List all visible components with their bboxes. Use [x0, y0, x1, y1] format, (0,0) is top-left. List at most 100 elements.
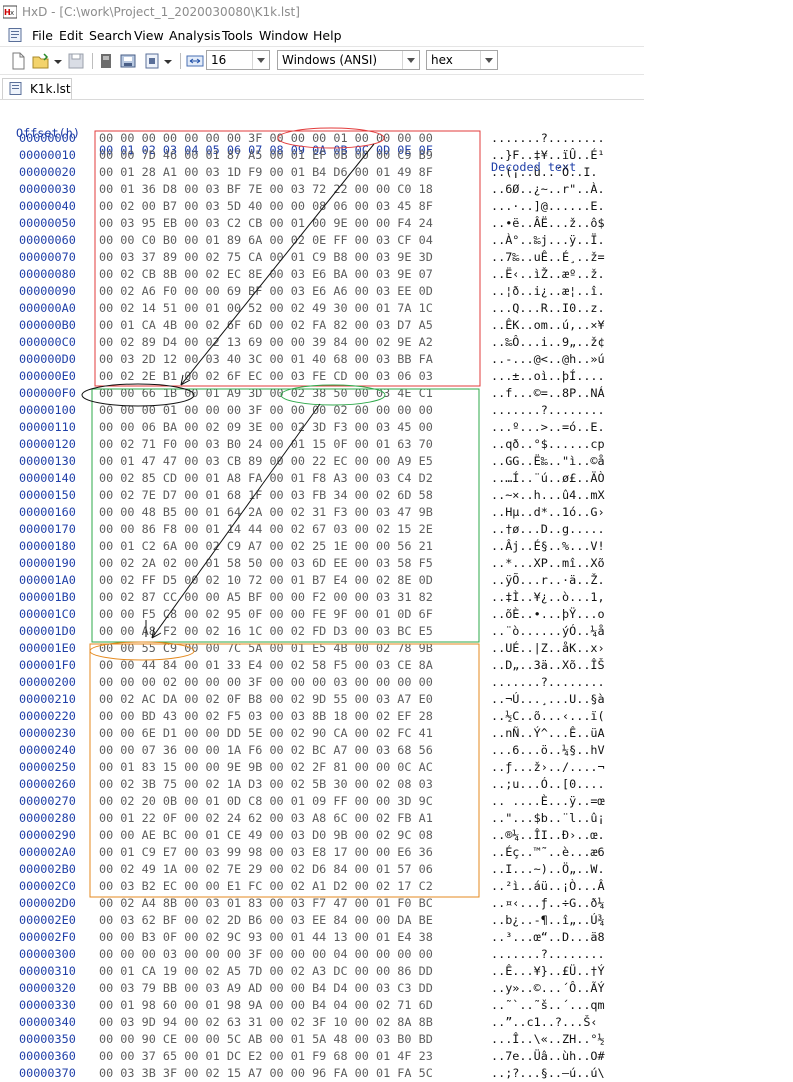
row-decoded-text[interactable]: ..•ë..ÂË...ž..ô$	[491, 216, 605, 230]
row-bytes[interactable]: 00 01 28 A1 00 03 1D F9 00 01 B4 D6 00 0…	[99, 165, 433, 179]
row-bytes[interactable]: 00 01 83 15 00 00 9E 9B 00 02 2F 81 00 0…	[99, 760, 433, 774]
hex-row[interactable]: 00000320 00 03 79 BB 00 03 A9 AD 00 00 B4…	[0, 980, 644, 997]
row-bytes[interactable]: 00 00 00 02 00 00 00 3F 00 00 00 03 00 0…	[99, 675, 433, 689]
hex-row[interactable]: 000000B0 00 01 CA 4B 00 02 6F 6D 00 02 FA…	[0, 317, 644, 334]
row-bytes[interactable]: 00 00 C0 B0 00 01 89 6A 00 02 0E FF 00 0…	[99, 233, 433, 247]
hex-row[interactable]: 00000310 00 01 CA 19 00 02 A5 7D 00 02 A3…	[0, 963, 644, 980]
hex-row[interactable]: 00000140 00 02 85 CD 00 01 A8 FA 00 01 F8…	[0, 470, 644, 487]
memory-dropdown-arrow-icon[interactable]	[162, 52, 174, 70]
row-bytes[interactable]: 00 01 CA 4B 00 02 6F 6D 00 02 FA 82 00 0…	[99, 318, 433, 332]
row-decoded-text[interactable]: ..I...~)..Ö„..W.	[491, 862, 605, 876]
hex-row[interactable]: 000000A0 00 02 14 51 00 01 00 52 00 02 49…	[0, 300, 644, 317]
hex-row[interactable]: 00000080 00 02 CB 8B 00 02 EC 8E 00 03 E6…	[0, 266, 644, 283]
row-decoded-text[interactable]: ..*...XP..mî..Xõ	[491, 556, 605, 570]
hex-row[interactable]: 000002E0 00 03 62 BF 00 02 2D B6 00 03 EE…	[0, 912, 644, 929]
row-bytes[interactable]: 00 02 00 B7 00 03 5D 40 00 00 08 06 00 0…	[99, 199, 433, 213]
row-bytes[interactable]: 00 02 85 CD 00 01 A8 FA 00 01 F8 A3 00 0…	[99, 471, 433, 485]
row-bytes[interactable]: 00 00 7D 46 00 01 87 A5 00 01 EF 0B 00 0…	[99, 148, 433, 162]
hex-row[interactable]: 00000160 00 00 48 B5 00 01 64 2A 00 02 31…	[0, 504, 644, 521]
row-decoded-text[interactable]: ..Ë‹..ìŽ..æº..ž.	[491, 267, 605, 281]
row-decoded-text[interactable]: ..D„..3ä..Xõ..ÎŠ	[491, 658, 605, 672]
menu-analysis[interactable]: Analysis	[169, 28, 221, 43]
row-bytes[interactable]: 00 00 A8 F2 00 02 16 1C 00 02 FD D3 00 0…	[99, 624, 433, 638]
save-all-icon[interactable]	[97, 52, 115, 70]
row-decoded-text[interactable]: ..y»..©...´Ô..ÃÝ	[491, 981, 605, 995]
row-decoded-text[interactable]: ..ƒ...ž›../....¬	[491, 760, 605, 774]
row-bytes[interactable]: 00 02 CB 8B 00 02 EC 8E 00 03 E6 BA 00 0…	[99, 267, 433, 281]
row-decoded-text[interactable]: ..nÑ..Ý^...Ê..üA	[491, 726, 605, 740]
row-decoded-text[interactable]: ..UÉ..|Z..åK..x›	[491, 641, 605, 655]
hex-row[interactable]: 00000350 00 00 90 CE 00 00 5C AB 00 01 5A…	[0, 1031, 644, 1048]
hex-row[interactable]: 00000010 00 00 7D 46 00 01 87 A5 00 01 EF…	[0, 147, 644, 164]
row-decoded-text[interactable]: ..~×..h...û4..mX	[491, 488, 605, 502]
row-decoded-text[interactable]: .......?........	[491, 947, 605, 961]
hex-row[interactable]: 00000000 00 00 00 00 00 00 00 3F 00 00 00…	[0, 130, 644, 147]
row-bytes[interactable]: 00 03 3B 3F 00 02 15 A7 00 00 96 FA 00 0…	[99, 1066, 433, 1080]
disk-icon[interactable]	[119, 52, 137, 70]
row-decoded-text[interactable]: ..”..c1..?...Š‹	[491, 1015, 598, 1029]
row-decoded-text[interactable]: .......?........	[491, 675, 605, 689]
row-decoded-text[interactable]: ..ÿÕ...r..·ä..Ž.	[491, 573, 605, 587]
hex-row[interactable]: 000002C0 00 03 B2 EC 00 00 E1 FC 00 02 A1…	[0, 878, 644, 895]
hex-row[interactable]: 00000250 00 01 83 15 00 00 9E 9B 00 02 2F…	[0, 759, 644, 776]
row-bytes[interactable]: 00 00 44 84 00 01 33 E4 00 02 58 F5 00 0…	[99, 658, 433, 672]
row-decoded-text[interactable]: ..³...œ“..D...ä8	[491, 930, 605, 944]
hex-row[interactable]: 00000020 00 01 28 A1 00 03 1D F9 00 01 B4…	[0, 164, 644, 181]
row-decoded-text[interactable]: ..®¼..ÎI..Ð›..œ.	[491, 828, 605, 842]
row-bytes[interactable]: 00 02 A6 F0 00 00 69 BF 00 03 E6 A6 00 0…	[99, 284, 433, 298]
hex-row[interactable]: 00000340 00 03 9D 94 00 02 63 31 00 02 3F…	[0, 1014, 644, 1031]
hex-row[interactable]: 00000270 00 02 20 0B 00 01 0D C8 00 01 09…	[0, 793, 644, 810]
row-bytes[interactable]: 00 02 20 0B 00 01 0D C8 00 01 09 FF 00 0…	[99, 794, 433, 808]
hex-row[interactable]: 000001A0 00 02 FF D5 00 02 10 72 00 01 B7…	[0, 572, 644, 589]
row-bytes[interactable]: 00 00 6E D1 00 00 DD 5E 00 02 90 CA 00 0…	[99, 726, 433, 740]
memory-icon[interactable]	[143, 52, 161, 70]
hex-row[interactable]: 000000C0 00 02 89 D4 00 02 13 69 00 00 39…	[0, 334, 644, 351]
hex-row[interactable]: 00000220 00 00 BD 43 00 02 F5 03 00 03 8B…	[0, 708, 644, 725]
hex-row[interactable]: 00000370 00 03 3B 3F 00 02 15 A7 00 00 96…	[0, 1065, 644, 1082]
row-bytes[interactable]: 00 01 98 60 00 01 98 9A 00 00 B4 04 00 0…	[99, 998, 433, 1012]
row-decoded-text[interactable]: ..Hµ..d*..1ó..G›	[491, 505, 605, 519]
hex-row[interactable]: 00000200 00 00 00 02 00 00 00 3F 00 00 00…	[0, 674, 644, 691]
row-decoded-text[interactable]: ..b¿..-¶..î„..Ú¾	[491, 913, 605, 927]
row-decoded-text[interactable]: ...6...ö..¼§..hV	[491, 743, 605, 757]
row-decoded-text[interactable]: .."...$b..¨l..û¡	[491, 811, 605, 825]
row-bytes[interactable]: 00 03 9D 94 00 02 63 31 00 02 3F 10 00 0…	[99, 1015, 433, 1029]
row-decoded-text[interactable]: ..7e..Üâ..ùh..O#	[491, 1049, 605, 1063]
row-bytes[interactable]: 00 00 37 65 00 01 DC E2 00 01 F9 68 00 0…	[99, 1049, 433, 1063]
row-bytes[interactable]: 00 02 49 1A 00 02 7E 29 00 02 D6 84 00 0…	[99, 862, 433, 876]
bytes-per-row-select[interactable]: 16	[206, 50, 270, 70]
charset-select[interactable]: Windows (ANSI)	[277, 50, 420, 70]
menu-help[interactable]: Help	[313, 28, 342, 43]
hex-row[interactable]: 000001F0 00 00 44 84 00 01 33 E4 00 02 58…	[0, 657, 644, 674]
row-bytes[interactable]: 00 02 2E B1 00 02 6F EC 00 03 FE CD 00 0…	[99, 369, 433, 383]
row-decoded-text[interactable]: ..À°..‰j...ÿ..Ï.	[491, 233, 605, 247]
row-decoded-text[interactable]: ..-...@<..@h..»ú	[491, 352, 605, 366]
row-decoded-text[interactable]: ..¨ò......ýÓ..¼å	[491, 624, 605, 638]
new-file-icon[interactable]	[9, 52, 27, 70]
hex-row[interactable]: 000002F0 00 00 B3 0F 00 02 9C 93 00 01 44…	[0, 929, 644, 946]
row-bytes[interactable]: 00 02 FF D5 00 02 10 72 00 01 B7 E4 00 0…	[99, 573, 433, 587]
hex-row[interactable]: 00000110 00 00 06 BA 00 02 09 3E 00 02 3D…	[0, 419, 644, 436]
hex-row[interactable]: 00000120 00 02 71 F0 00 03 B0 24 00 01 15…	[0, 436, 644, 453]
hex-row[interactable]: 00000360 00 00 37 65 00 01 DC E2 00 01 F9…	[0, 1048, 644, 1065]
row-decoded-text[interactable]: ..;?...§..–ú..ú\	[491, 1066, 605, 1080]
row-decoded-text[interactable]: ...±..oì..þÍ....	[491, 369, 605, 383]
row-decoded-text[interactable]: ..qð..°$......cp	[491, 437, 605, 451]
hex-row[interactable]: 00000130 00 01 47 47 00 03 CB 89 00 00 22…	[0, 453, 644, 470]
row-bytes[interactable]: 00 00 07 36 00 00 1A F6 00 02 BC A7 00 0…	[99, 743, 433, 757]
hex-row[interactable]: 000002B0 00 02 49 1A 00 02 7E 29 00 02 D6…	[0, 861, 644, 878]
row-decoded-text[interactable]: ..Âj..É§..%...V!	[491, 539, 605, 553]
hex-row[interactable]: 00000060 00 00 C0 B0 00 01 89 6A 00 02 0E…	[0, 232, 644, 249]
row-bytes[interactable]: 00 00 66 1B 00 01 A9 3D 00 02 38 50 00 0…	[99, 386, 433, 400]
row-decoded-text[interactable]: ..õÈ..•...þŸ...o	[491, 607, 605, 621]
row-bytes[interactable]: 00 00 06 BA 00 02 09 3E 00 02 3D F3 00 0…	[99, 420, 433, 434]
menu-tools[interactable]: Tools	[222, 28, 253, 43]
row-bytes[interactable]: 00 01 CA 19 00 02 A5 7D 00 02 A3 DC 00 0…	[99, 964, 433, 978]
open-dropdown-arrow-icon[interactable]	[52, 52, 64, 70]
hex-row[interactable]: 00000090 00 02 A6 F0 00 00 69 BF 00 03 E6…	[0, 283, 644, 300]
row-bytes[interactable]: 00 00 F5 C8 00 02 95 0F 00 00 FE 9F 00 0…	[99, 607, 433, 621]
hex-row[interactable]: 00000280 00 01 22 0F 00 02 24 62 00 03 A8…	[0, 810, 644, 827]
hex-row[interactable]: 000001C0 00 00 F5 C8 00 02 95 0F 00 00 FE…	[0, 606, 644, 623]
row-decoded-text[interactable]: ..}F..‡¥..ïÛ..É¹	[491, 148, 605, 162]
row-decoded-text[interactable]: ..Ê...¥}..£Ü..†Ý	[491, 964, 605, 978]
